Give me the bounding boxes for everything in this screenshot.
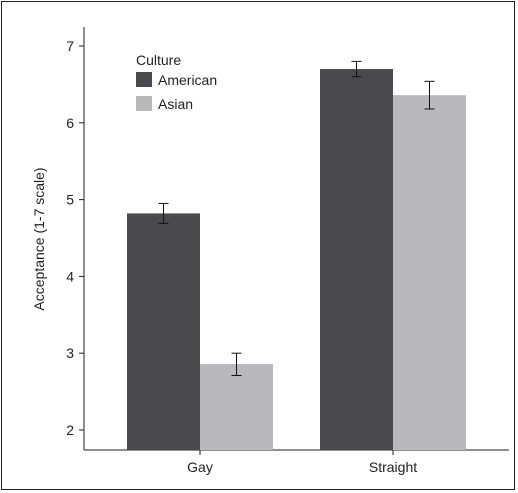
legend-swatch-american — [136, 72, 152, 87]
legend-label-american: American — [158, 72, 217, 88]
bar-american-gay — [127, 213, 200, 450]
bar-asian-gay — [200, 363, 273, 450]
x-tick-label: Gay — [187, 459, 213, 475]
bars — [127, 69, 466, 450]
legend-label-asian: Asian — [158, 96, 193, 112]
legend: Culture American Asian — [136, 52, 217, 112]
bar-american-straight — [320, 69, 393, 450]
error-bars — [158, 60, 435, 376]
y-tick-label: 6 — [66, 115, 74, 131]
y-tick-label: 4 — [66, 268, 74, 284]
legend-title: Culture — [136, 52, 181, 68]
bar-asian-straight — [393, 95, 466, 450]
bar-chart: 2 3 4 5 6 7 Gay Straight Acceptance (1-7 scale… — [31, 27, 509, 475]
legend-swatch-asian — [136, 96, 152, 111]
x-ticks: Gay Straight — [187, 450, 417, 475]
y-ticks: 2 3 4 5 6 7 — [66, 38, 84, 438]
y-tick-label: 2 — [66, 422, 74, 438]
x-tick-label: Straight — [369, 459, 417, 475]
y-tick-label: 7 — [66, 38, 74, 54]
y-tick-label: 3 — [66, 345, 74, 361]
y-axis-title: Acceptance (1-7 scale) — [31, 167, 47, 310]
y-tick-label: 5 — [66, 192, 74, 208]
legend-items: American Asian — [136, 72, 217, 112]
